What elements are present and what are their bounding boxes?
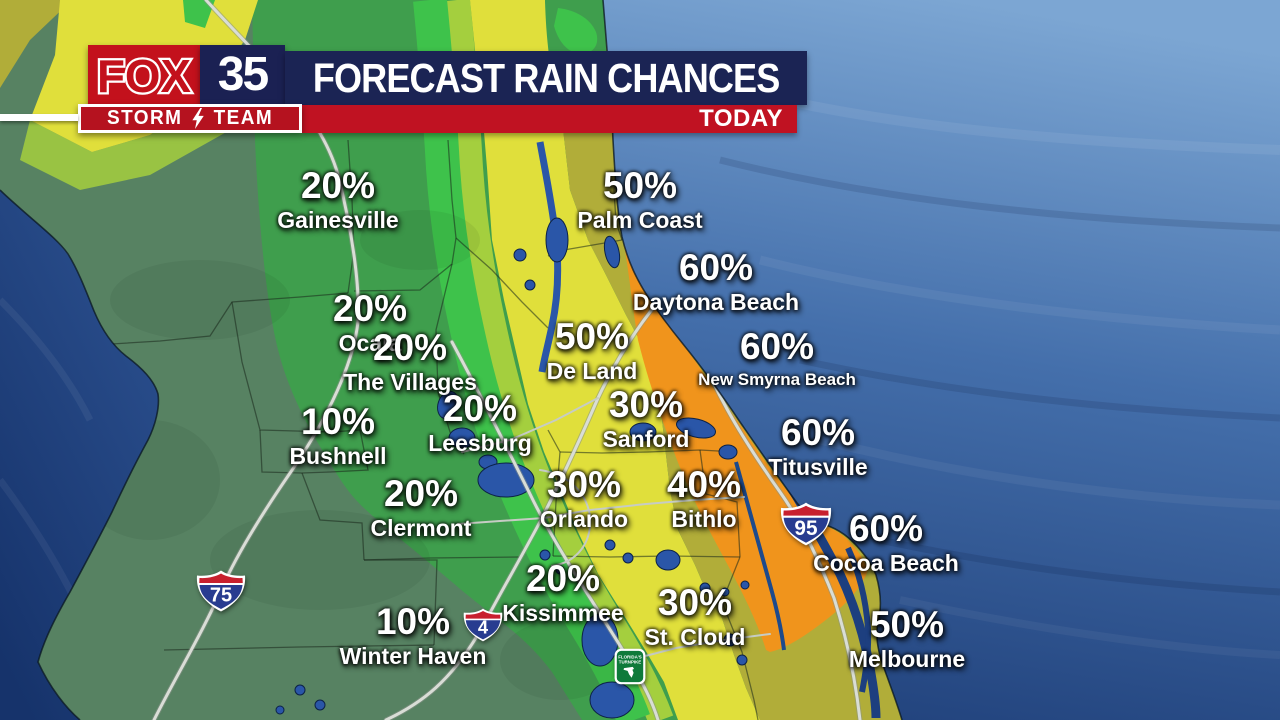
banner-extension-line	[0, 114, 78, 121]
storm-label: STORM	[107, 107, 183, 129]
channel-number-text: 35	[217, 48, 269, 101]
county-boundaries	[94, 139, 759, 720]
rain-band-30-40-yellow	[470, 0, 760, 720]
rain-band-10-sage	[0, 0, 582, 720]
lightning-bolt-icon	[192, 108, 204, 129]
storm-team-badge: STORM TEAM	[78, 104, 302, 133]
channel-number: 35	[200, 45, 285, 104]
team-label: TEAM	[213, 107, 273, 129]
coastline	[0, 0, 903, 720]
timeframe-banner: TODAY	[302, 105, 797, 133]
rain-band-60-orange	[624, 244, 868, 652]
gulf-wave-texture	[0, 297, 94, 602]
svg-text:FOX: FOX	[97, 50, 191, 102]
fox-logo-text: FOX	[95, 48, 194, 102]
title-banner: FORECAST RAIN CHANCES	[285, 51, 807, 105]
terrain-shading	[80, 210, 620, 700]
page-title: FORECAST RAIN CHANCES	[312, 54, 781, 101]
timeframe-label: TODAY	[699, 105, 783, 132]
gulf-of-mexico	[0, 185, 161, 720]
rain-band-north-coast-brightgreen	[554, 8, 598, 54]
rain-band-30-yellowgreen	[444, 0, 674, 720]
fox-logo: FOX	[88, 45, 200, 104]
rain-band-nw-brightgreen-patch	[183, 0, 215, 28]
rain-band-nw-olive-patch	[0, 0, 72, 88]
